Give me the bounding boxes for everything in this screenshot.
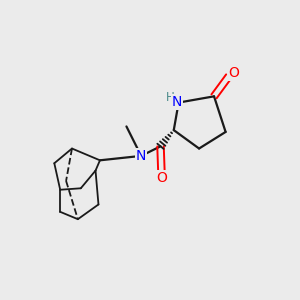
Text: N: N	[172, 95, 182, 109]
Text: O: O	[229, 66, 239, 80]
Text: O: O	[156, 171, 167, 185]
Text: N: N	[136, 149, 146, 163]
Text: H: H	[165, 92, 174, 104]
